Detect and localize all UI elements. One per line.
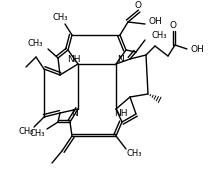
Text: O: O	[135, 1, 141, 10]
Text: CH₃: CH₃	[29, 130, 45, 138]
Text: CH₃: CH₃	[126, 149, 142, 158]
Text: O: O	[170, 21, 177, 30]
Text: N: N	[118, 55, 124, 64]
Text: CH₃: CH₃	[152, 30, 168, 39]
Text: OH: OH	[190, 44, 204, 53]
Text: CH₃: CH₃	[52, 13, 68, 22]
Text: CH₃: CH₃	[18, 127, 34, 136]
Text: NH: NH	[114, 110, 128, 118]
Text: OH: OH	[148, 16, 162, 25]
Text: NH: NH	[67, 55, 81, 64]
Text: CH₃: CH₃	[27, 39, 43, 48]
Text: N: N	[71, 110, 77, 118]
